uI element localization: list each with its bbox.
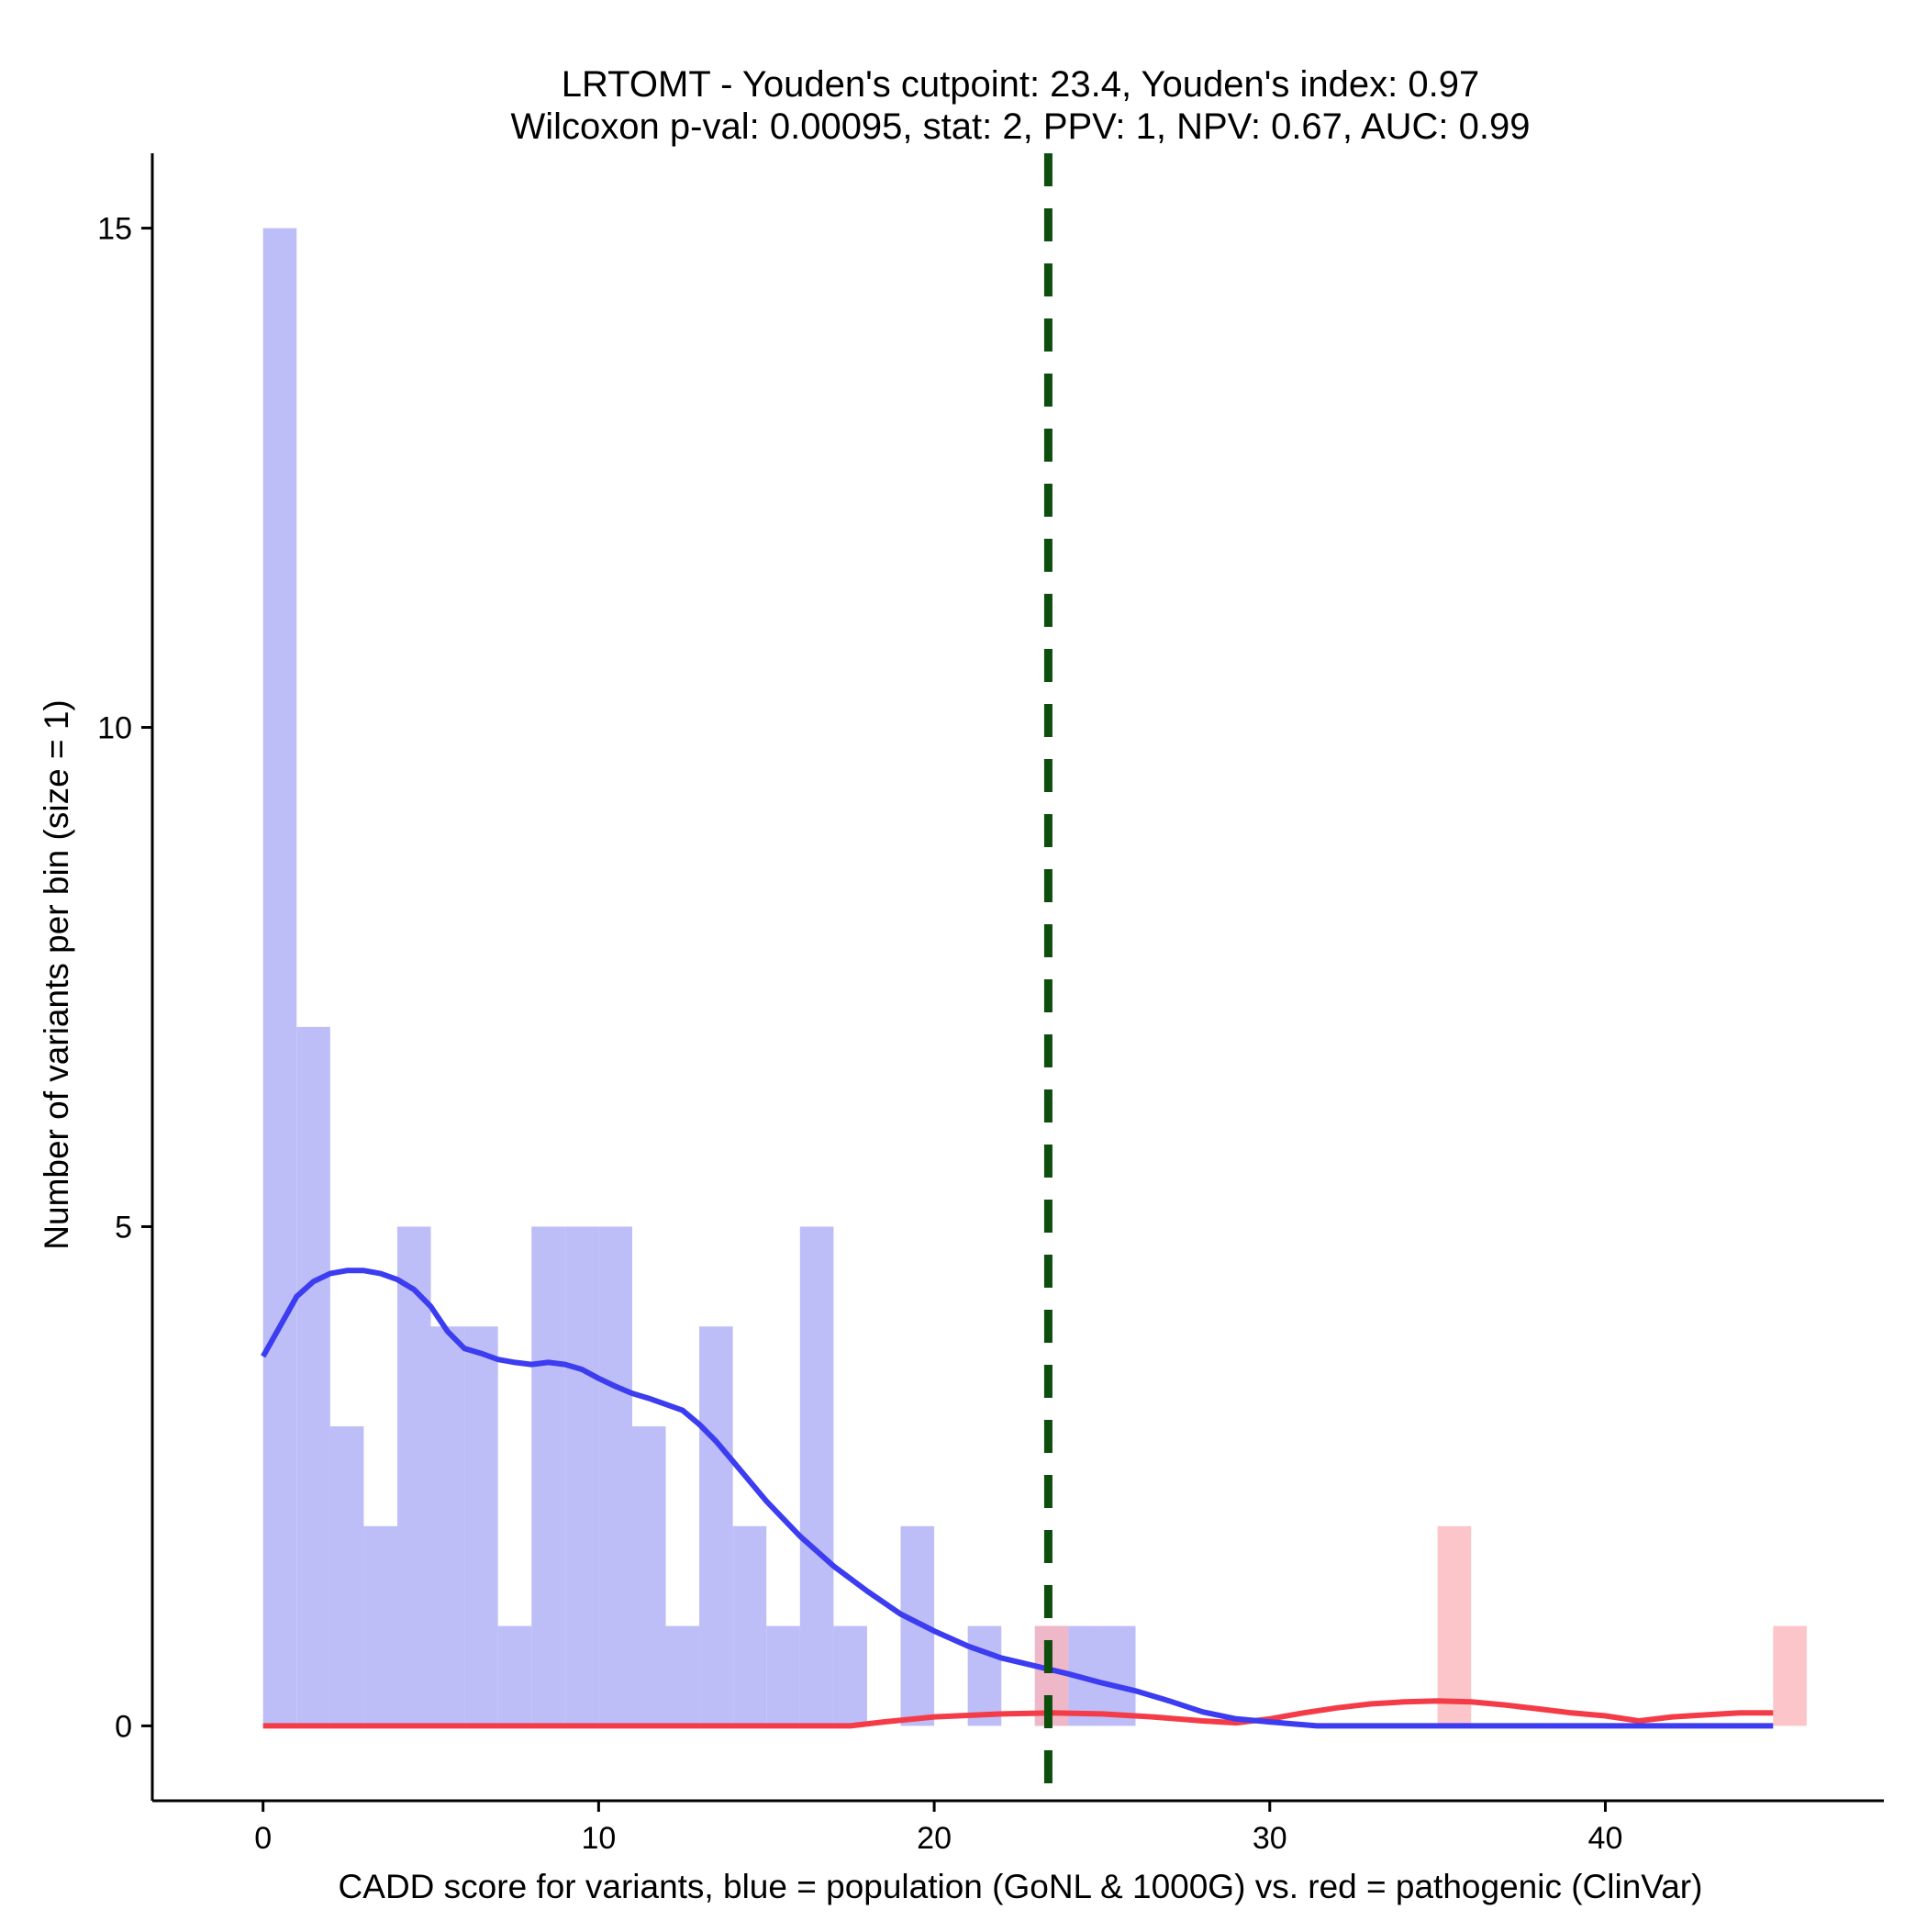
x-tick-label-10: 10 xyxy=(581,1821,616,1856)
y-tick-label-15: 15 xyxy=(97,212,132,247)
population-bar-25 xyxy=(1101,1625,1136,1726)
pathogenic-bar-35 xyxy=(1437,1525,1472,1726)
population-bar-16 xyxy=(799,1226,834,1726)
population-bar-8 xyxy=(531,1226,565,1726)
y-tick-label-10: 10 xyxy=(97,711,132,746)
population-bar-9 xyxy=(564,1226,599,1726)
population-bar-5 xyxy=(430,1326,465,1726)
population-bar-15 xyxy=(766,1625,800,1726)
pathogenic-bar-45 xyxy=(1773,1625,1807,1726)
population-bar-11 xyxy=(631,1426,666,1726)
population-bar-7 xyxy=(497,1625,532,1726)
y-axis-label: Number of variants per bin (size = 1) xyxy=(38,699,75,1249)
population-bar-21 xyxy=(967,1625,1002,1726)
pathogenic-density-curve xyxy=(262,1698,1774,1729)
y-tick-label-5: 5 xyxy=(115,1210,132,1245)
population-bar-17 xyxy=(833,1625,867,1726)
chart-title-line-2: Wilcoxon p-val: 0.00095, stat: 2, PPV: 1… xyxy=(511,106,1531,147)
x-tick-label-40: 40 xyxy=(1588,1821,1623,1856)
population-bar-3 xyxy=(363,1525,397,1726)
population-bar-12 xyxy=(665,1625,700,1726)
population-bar-14 xyxy=(732,1525,767,1726)
population-bar-13 xyxy=(699,1326,733,1726)
population-density-curve xyxy=(261,1268,1774,1729)
chart-title-line-1: LRTOMT - Youden's cutpoint: 23.4, Youden… xyxy=(562,64,1479,105)
x-tick-label-30: 30 xyxy=(1253,1821,1287,1856)
population-bar-2 xyxy=(329,1426,364,1726)
population-bar-1 xyxy=(296,1026,330,1726)
axes: 0 10 20 30 40 0 5 10 15 xyxy=(97,153,1884,1856)
y-tick-label-0: 0 xyxy=(115,1709,132,1744)
density-curves xyxy=(261,1268,1774,1729)
population-bar-4 xyxy=(396,1226,431,1726)
population-bar-0 xyxy=(262,228,297,1726)
population-bar-6 xyxy=(464,1326,498,1726)
population-bar-10 xyxy=(598,1226,632,1726)
x-tick-label-20: 20 xyxy=(917,1821,952,1856)
x-axis-label: CADD score for variants, blue = populati… xyxy=(339,1868,1703,1905)
population-bars xyxy=(262,228,1136,1726)
x-tick-label-0: 0 xyxy=(254,1821,272,1856)
